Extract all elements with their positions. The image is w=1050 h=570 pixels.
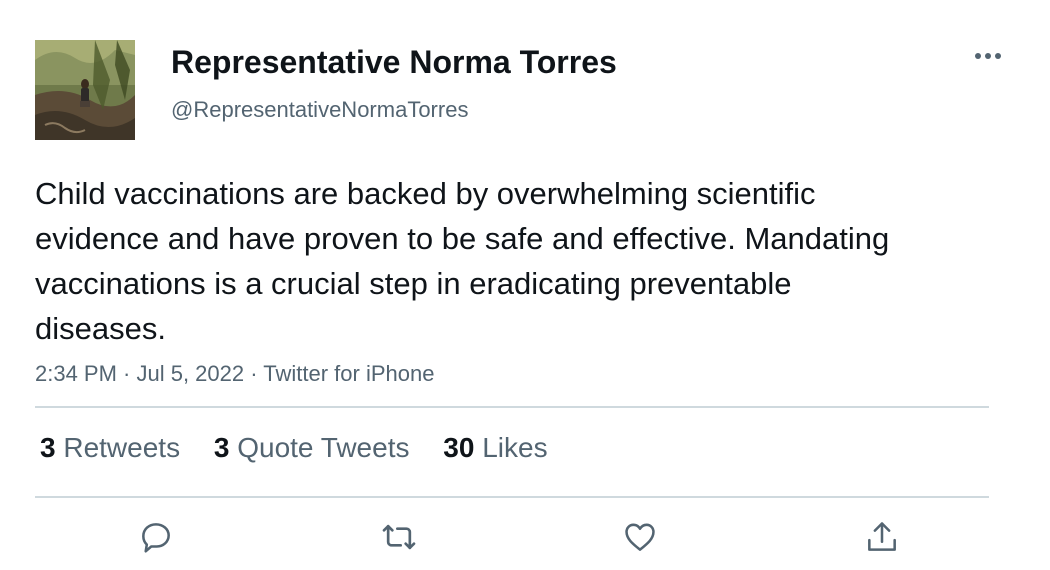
divider [35,496,989,498]
likes-count: 30 [443,432,475,463]
quote-tweets-label: Quote Tweets [237,432,410,463]
share-button[interactable] [862,517,902,557]
more-options-button[interactable] [968,44,1008,68]
tweet-timestamp[interactable]: 2:34 PM · Jul 5, 2022 · Twitter for iPho… [35,361,435,386]
quote-tweets-stat[interactable]: 3 Quote Tweets [214,432,410,464]
divider [35,406,989,408]
quote-tweets-count: 3 [213,432,230,463]
author-name[interactable]: Representative Norma Torres [171,44,617,80]
retweets-stat[interactable]: 3 Retweets [40,432,180,464]
retweets-count: 3 [40,432,56,463]
likes-stat[interactable]: 30 Likes [443,432,547,464]
reply-button[interactable] [136,517,176,557]
retweet-button[interactable] [379,517,419,557]
share-icon [868,522,896,551]
reply-icon [142,523,170,553]
like-button[interactable] [620,517,660,557]
tweet-text: Child vaccinations are backed by overwhe… [35,176,890,346]
likes-label: Likes [482,432,548,463]
retweets-label: Retweets [63,432,181,463]
retweet-icon [382,524,416,550]
tweet-stats: 3 Retweets 3 Quote Tweets 30 Likes [40,432,574,464]
more-icon [975,53,1001,59]
avatar[interactable] [35,40,135,140]
author-handle[interactable]: @RepresentativeNormaTorres [171,97,469,122]
avatar-photo [35,40,135,140]
like-icon [625,523,655,551]
